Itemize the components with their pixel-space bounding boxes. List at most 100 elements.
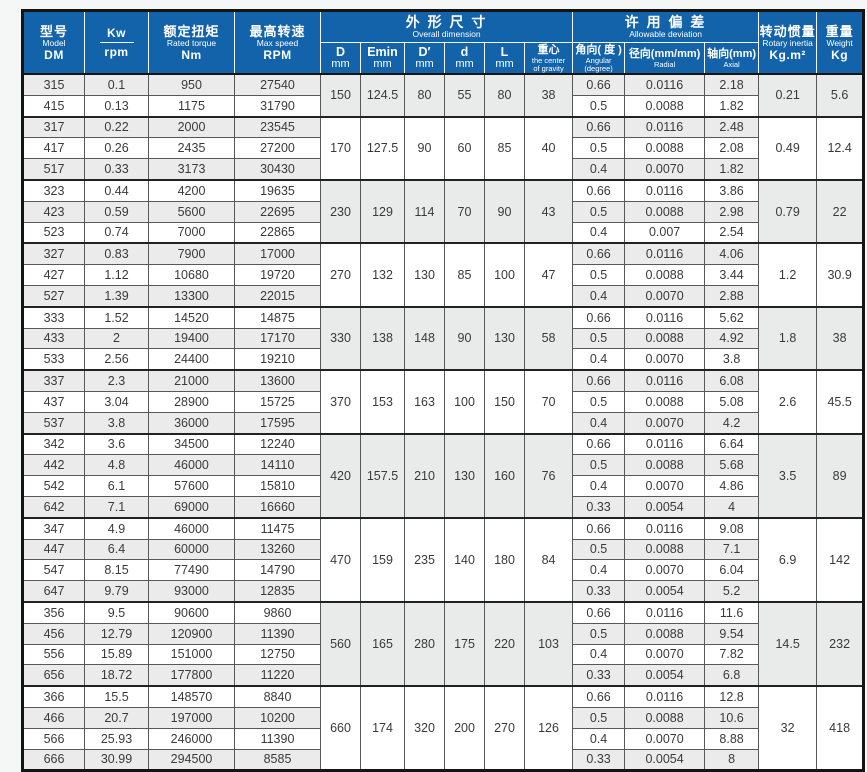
cell-angular: 0.66 — [572, 242, 626, 266]
cell-dim-L: 160 — [484, 432, 525, 519]
cell-kw: 2.3 — [84, 369, 149, 392]
cell-dim-D: 660 — [320, 685, 361, 772]
cell-center-of-gravity: 38 — [523, 73, 574, 118]
cell-axial: 2.88 — [704, 284, 760, 308]
cell-torque: 21000 — [148, 369, 235, 392]
cell-model: 366 — [22, 685, 85, 708]
cell-axial: 4.06 — [704, 242, 760, 266]
cell-kw: 3.6 — [84, 432, 149, 456]
cell-dim-d: 175 — [444, 600, 485, 687]
cell-model: 327 — [22, 242, 85, 266]
cell-kw: 1.39 — [84, 284, 149, 308]
header-dimension-group: 外 形 尺 寸 Overall dimension — [319, 10, 573, 43]
cell-center-of-gravity: 76 — [523, 432, 574, 519]
cell-dim-L: 180 — [484, 516, 525, 603]
cell-inertia: 3.5 — [758, 432, 818, 519]
cell-radial: 0.0088 — [624, 200, 706, 223]
table-row: 356 9.5 90600 9860 560 165 280 175 220 103 0.66 0.0… — [22, 600, 865, 687]
cell-angular: 0.5 — [572, 454, 626, 477]
cell-angular: 0.66 — [572, 432, 626, 456]
cell-dim-D: 370 — [320, 369, 361, 435]
cell-torque: 3173 — [148, 158, 235, 181]
cell-radial: 0.0088 — [624, 538, 706, 561]
cell-kw: 0.1 — [84, 73, 149, 96]
header-weight-en: Weight — [826, 37, 853, 48]
header-inertia-unit: Kg.m² — [769, 47, 806, 62]
cell-angular: 0.66 — [572, 685, 626, 708]
header-dim-Emin: Emin mm — [360, 42, 405, 75]
cell-radial: 0.0088 — [624, 137, 706, 160]
cell-model: 356 — [22, 600, 85, 624]
angular-en1: Angular — [585, 55, 612, 65]
table-row: 366 15.5 148570 8840 660 174 320 200 270 126 0.66 0… — [22, 685, 865, 772]
cell-kw: 30.99 — [84, 748, 149, 772]
cell-radial: 0.0116 — [624, 432, 706, 456]
cell-radial: 0.0054 — [624, 495, 706, 519]
cell-dim-D: 330 — [320, 305, 361, 371]
cell-torque: 34500 — [148, 432, 235, 456]
header-model: 型号 Model DM — [22, 10, 85, 75]
cell-kw: 6.1 — [84, 475, 149, 497]
cell-kw: 4.8 — [84, 454, 149, 477]
dim-d-label: d — [460, 45, 469, 59]
cell-model: 456 — [22, 622, 85, 645]
header-center-of-gravity: 重心 the center of gravity — [523, 42, 573, 75]
cell-kw: 0.83 — [84, 242, 149, 266]
cell-model: 547 — [22, 559, 85, 582]
cell-kw: 9.5 — [84, 600, 149, 624]
table-row: 656 18.72 177800 11220 0.33 0.0054 6.8 — [22, 664, 864, 687]
cell-axial: 2.18 — [704, 73, 760, 96]
cell-dim-d: 85 — [444, 242, 485, 308]
dim-L-label: L — [500, 45, 509, 59]
cell-axial: 1.82 — [704, 158, 760, 181]
page: { "colors":{ "header_bg":"#1363ab", "row… — [0, 9, 867, 772]
cell-radial: 0.0070 — [624, 475, 706, 497]
cell-torque: 197000 — [148, 706, 235, 729]
cell-weight: 12.4 — [816, 115, 865, 181]
cell-dim-D: 270 — [320, 242, 361, 308]
cell-torque: 77490 — [148, 559, 235, 582]
cell-kw: 0.74 — [84, 221, 149, 244]
cell-center-of-gravity: 40 — [523, 115, 574, 181]
cell-radial: 0.0088 — [624, 622, 706, 645]
cell-model: 337 — [22, 369, 85, 392]
cell-dim-D: 470 — [320, 516, 361, 603]
table-row: 542 6.1 57600 15810 0.4 0.0070 4.86 — [22, 475, 864, 497]
cell-dim-D: 230 — [320, 178, 361, 244]
cell-angular: 0.4 — [572, 727, 626, 750]
cell-model: 423 — [22, 200, 85, 223]
cell-speed: 17000 — [234, 242, 321, 266]
cell-center-of-gravity: 70 — [523, 369, 574, 435]
cell-axial: 4.86 — [704, 475, 760, 497]
cell-kw: 20.7 — [84, 706, 149, 729]
cell-speed: 13600 — [234, 369, 321, 392]
cell-angular: 0.66 — [572, 600, 626, 624]
cell-axial: 2.54 — [704, 221, 760, 244]
header-torque-en: Rated torque — [166, 37, 217, 48]
table-row: 517 0.33 3173 30430 0.4 0.0070 1.82 — [22, 158, 864, 181]
cell-radial: 0.0116 — [624, 305, 706, 329]
cell-torque: 2435 — [148, 137, 235, 160]
cell-radial: 0.0070 — [624, 411, 706, 435]
cell-dim-D: 150 — [320, 73, 361, 118]
table-row: 547 8.15 77490 14790 0.4 0.0070 6.04 — [22, 559, 864, 582]
cell-model: 566 — [22, 727, 85, 750]
table-row: 333 1.52 14520 14875 330 138 148 90 130 58 0.66 0.0… — [22, 305, 865, 371]
cell-radial: 0.0088 — [624, 390, 706, 413]
cell-weight: 30.9 — [816, 242, 865, 308]
cell-angular: 0.66 — [572, 516, 626, 540]
cell-model: 442 — [22, 454, 85, 477]
cell-model: 527 — [22, 284, 85, 308]
cell-center-of-gravity: 84 — [523, 516, 574, 603]
cell-speed: 27540 — [234, 73, 321, 96]
cell-radial: 0.0116 — [624, 242, 706, 266]
cell-center-of-gravity: 126 — [523, 685, 574, 772]
cell-speed: 11220 — [234, 664, 321, 687]
cell-angular: 0.66 — [572, 305, 626, 329]
cell-weight: 22 — [816, 178, 865, 244]
cell-torque: 28900 — [148, 390, 235, 413]
cell-speed: 23545 — [234, 115, 321, 139]
cg-en2: of gravity — [533, 63, 564, 73]
dim-L-unit: mm — [495, 58, 514, 70]
cell-speed: 12835 — [234, 580, 321, 603]
